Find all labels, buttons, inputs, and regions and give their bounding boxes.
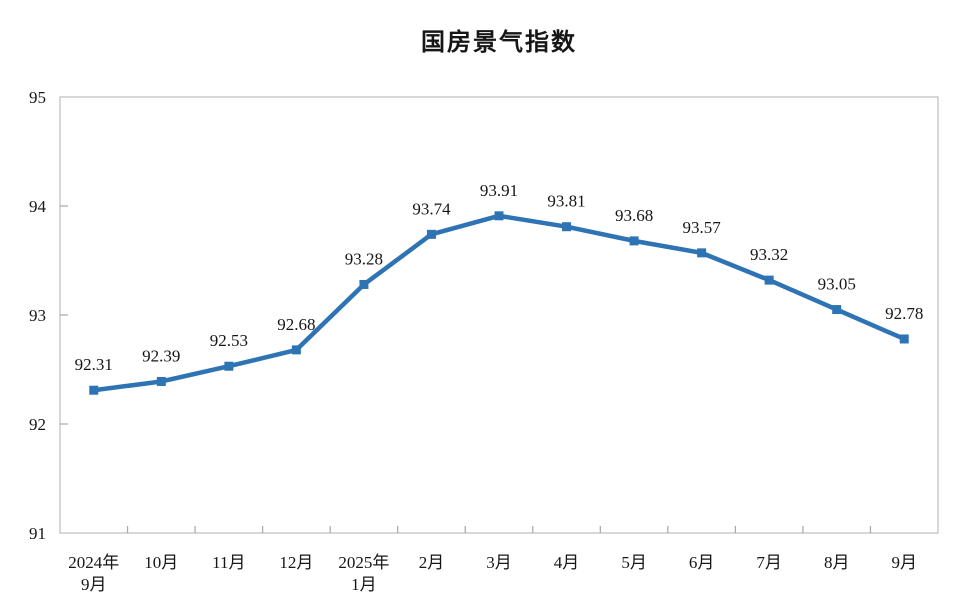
plot-border xyxy=(59,96,939,534)
data-point-marker xyxy=(89,385,99,395)
x-axis-tick-label: 12月 xyxy=(279,553,313,572)
y-axis-tick-label: 95 xyxy=(29,88,46,107)
x-axis-tick-label: 7月 xyxy=(756,553,782,572)
data-point-marker xyxy=(156,376,166,386)
data-point-label: 92.68 xyxy=(277,315,315,334)
x-axis-tick-label: 5月 xyxy=(621,553,647,572)
y-axis-tick-label: 94 xyxy=(29,197,47,216)
data-point-label: 93.81 xyxy=(547,192,585,211)
data-point-marker xyxy=(426,229,436,239)
x-axis-tick-label: 8月 xyxy=(824,553,850,572)
x-axis-tick-label: 3月 xyxy=(486,553,512,572)
data-point-marker xyxy=(697,248,707,258)
data-point-marker xyxy=(562,222,572,232)
data-point-marker xyxy=(291,345,301,355)
x-axis-tick-label: 6月 xyxy=(689,553,715,572)
data-point-label: 93.74 xyxy=(412,199,451,218)
data-point-label: 93.91 xyxy=(480,181,518,200)
x-axis-tick-label: 4月 xyxy=(554,553,580,572)
y-axis-tick-label: 93 xyxy=(29,306,46,325)
chart-title: 国房景气指数 xyxy=(421,29,577,56)
data-point-label: 93.57 xyxy=(682,218,721,237)
x-axis-tick-label: 2024年 9月 xyxy=(68,553,119,594)
data-point-marker xyxy=(359,279,369,289)
data-series-line xyxy=(91,213,907,393)
x-axis-tick-label: 10月 xyxy=(144,553,178,572)
x-axis-tick-label: 2025年 1月 xyxy=(338,553,389,594)
data-point-marker xyxy=(494,211,504,221)
data-point-label: 93.05 xyxy=(818,275,856,294)
x-axis-tick-label: 11月 xyxy=(212,553,245,572)
data-point-marker xyxy=(832,305,842,315)
data-point-label: 92.78 xyxy=(885,304,923,323)
data-point-label: 92.39 xyxy=(142,346,180,365)
data-point-marker xyxy=(629,236,639,246)
data-point-label: 93.28 xyxy=(345,249,383,268)
data-point-marker xyxy=(764,275,774,285)
x-axis-tick-label: 2月 xyxy=(419,553,445,572)
data-point-label: 93.32 xyxy=(750,245,788,264)
y-axis-tick-label: 92 xyxy=(29,415,46,434)
data-point-label: 93.68 xyxy=(615,206,653,225)
data-point-label: 92.53 xyxy=(210,331,248,350)
data-point-label: 92.31 xyxy=(75,355,113,374)
y-axis-tick-label: 91 xyxy=(29,524,46,543)
data-point-marker xyxy=(224,361,234,371)
x-axis-tick-label: 9月 xyxy=(891,553,917,572)
data-point-marker xyxy=(899,334,909,344)
